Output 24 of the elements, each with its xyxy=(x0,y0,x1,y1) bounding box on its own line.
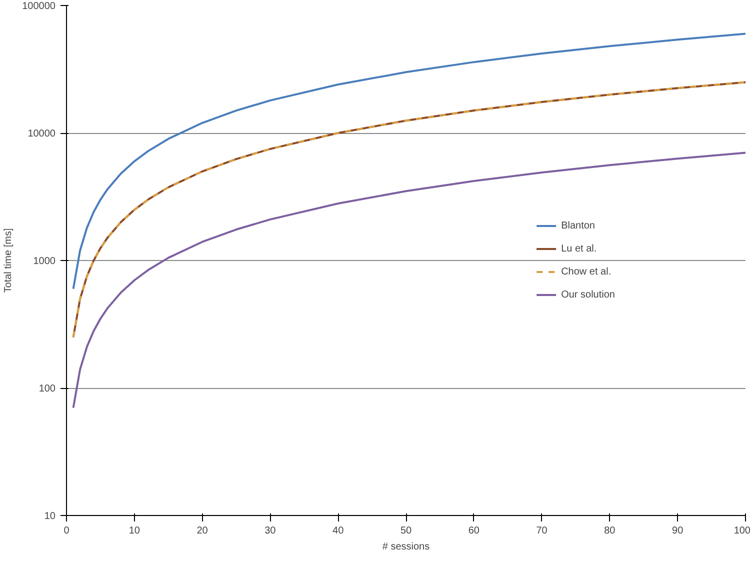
x-tick-label: 100 xyxy=(734,526,751,536)
y-tick-label: 10 xyxy=(44,511,56,522)
x-tick-label: 20 xyxy=(196,526,208,536)
legend-label: Lu et al. xyxy=(561,243,597,254)
x-tick-label: 30 xyxy=(264,526,276,536)
x-tick-label: 60 xyxy=(468,526,480,536)
x-axis-title: # sessions xyxy=(382,542,430,552)
x-tick-label: 90 xyxy=(672,526,684,536)
x-tick-label: 10 xyxy=(128,526,140,536)
line-series xyxy=(72,32,746,290)
y-tick-label: 10000 xyxy=(28,128,56,140)
y-tick-label: 100 xyxy=(38,384,56,394)
x-tick-label: 40 xyxy=(332,526,344,536)
legend-label: Blanton xyxy=(561,220,595,231)
y-axis-title: Total time [ms] xyxy=(3,228,14,293)
y-tick-label: 100000 xyxy=(22,1,56,12)
x-tick-label: 50 xyxy=(400,526,412,536)
y-tick-label: 1000 xyxy=(33,256,56,267)
x-tick-label: 70 xyxy=(536,526,548,536)
line-series xyxy=(72,152,746,409)
legend-label: Chow et al. xyxy=(561,266,612,277)
x-tick-label: 0 xyxy=(64,526,70,536)
x-tick-label: 80 xyxy=(604,526,616,536)
legend-label: Our solution xyxy=(561,289,615,300)
